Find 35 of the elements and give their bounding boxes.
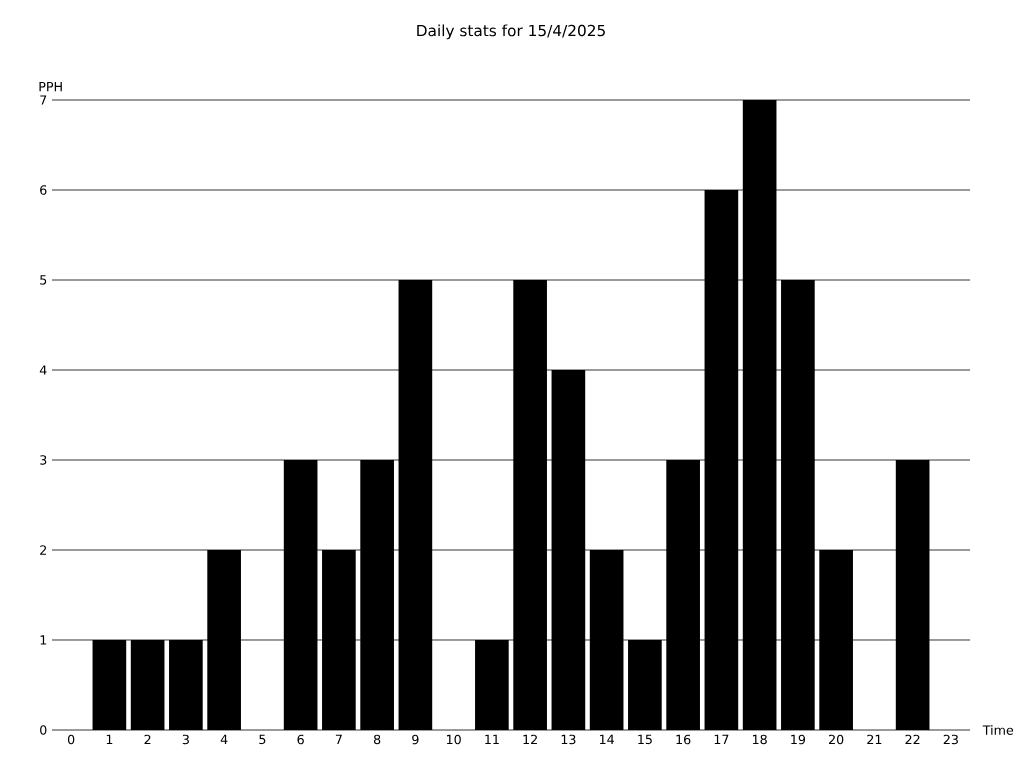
x-tick-label: 18 <box>752 734 767 745</box>
y-tick-label: 3 <box>40 455 47 465</box>
y-tick-label: 6 <box>40 185 47 195</box>
x-tick-label: 7 <box>335 734 342 744</box>
y-tick-label: 5 <box>40 275 47 285</box>
y-tick-label: 2 <box>40 545 47 555</box>
x-tick-label: 10 <box>446 734 461 745</box>
x-tick-label: 1 <box>106 734 113 744</box>
x-tick-label: 13 <box>561 734 576 745</box>
chart-title: Daily stats for 15/4/2025 <box>417 24 605 40</box>
x-tick-label: 0 <box>67 734 75 745</box>
x-tick-label: 4 <box>220 734 228 744</box>
x-tick-label: 21 <box>867 734 882 745</box>
x-tick-label: 3 <box>182 734 189 745</box>
x-tick-label: 12 <box>523 734 537 745</box>
x-tick-label: 17 <box>714 734 729 744</box>
x-tick-label: 23 <box>943 734 958 745</box>
x-axis-title: Time <box>982 725 1014 735</box>
y-tick-label: 7 <box>40 95 47 105</box>
x-tick-label: 22 <box>905 734 920 745</box>
x-tick-label: 16 <box>676 734 691 745</box>
x-tick-label: 6 <box>297 734 304 745</box>
x-tick-label: 11 <box>485 734 499 744</box>
x-tick-label: 19 <box>791 734 806 745</box>
x-tick-label: 5 <box>259 734 266 745</box>
x-tick-label: 20 <box>828 734 844 745</box>
x-tick-label: 14 <box>599 734 614 744</box>
y-tick-label: 0 <box>40 725 47 735</box>
x-tick-label: 15 <box>638 734 652 745</box>
y-axis-title: PPH <box>39 82 62 92</box>
x-tick-label: 8 <box>373 734 381 745</box>
y-tick-label: 4 <box>39 365 47 375</box>
x-tick-label: 9 <box>412 734 419 745</box>
x-tick-label: 2 <box>144 734 151 745</box>
y-tick-label: 1 <box>40 635 47 645</box>
